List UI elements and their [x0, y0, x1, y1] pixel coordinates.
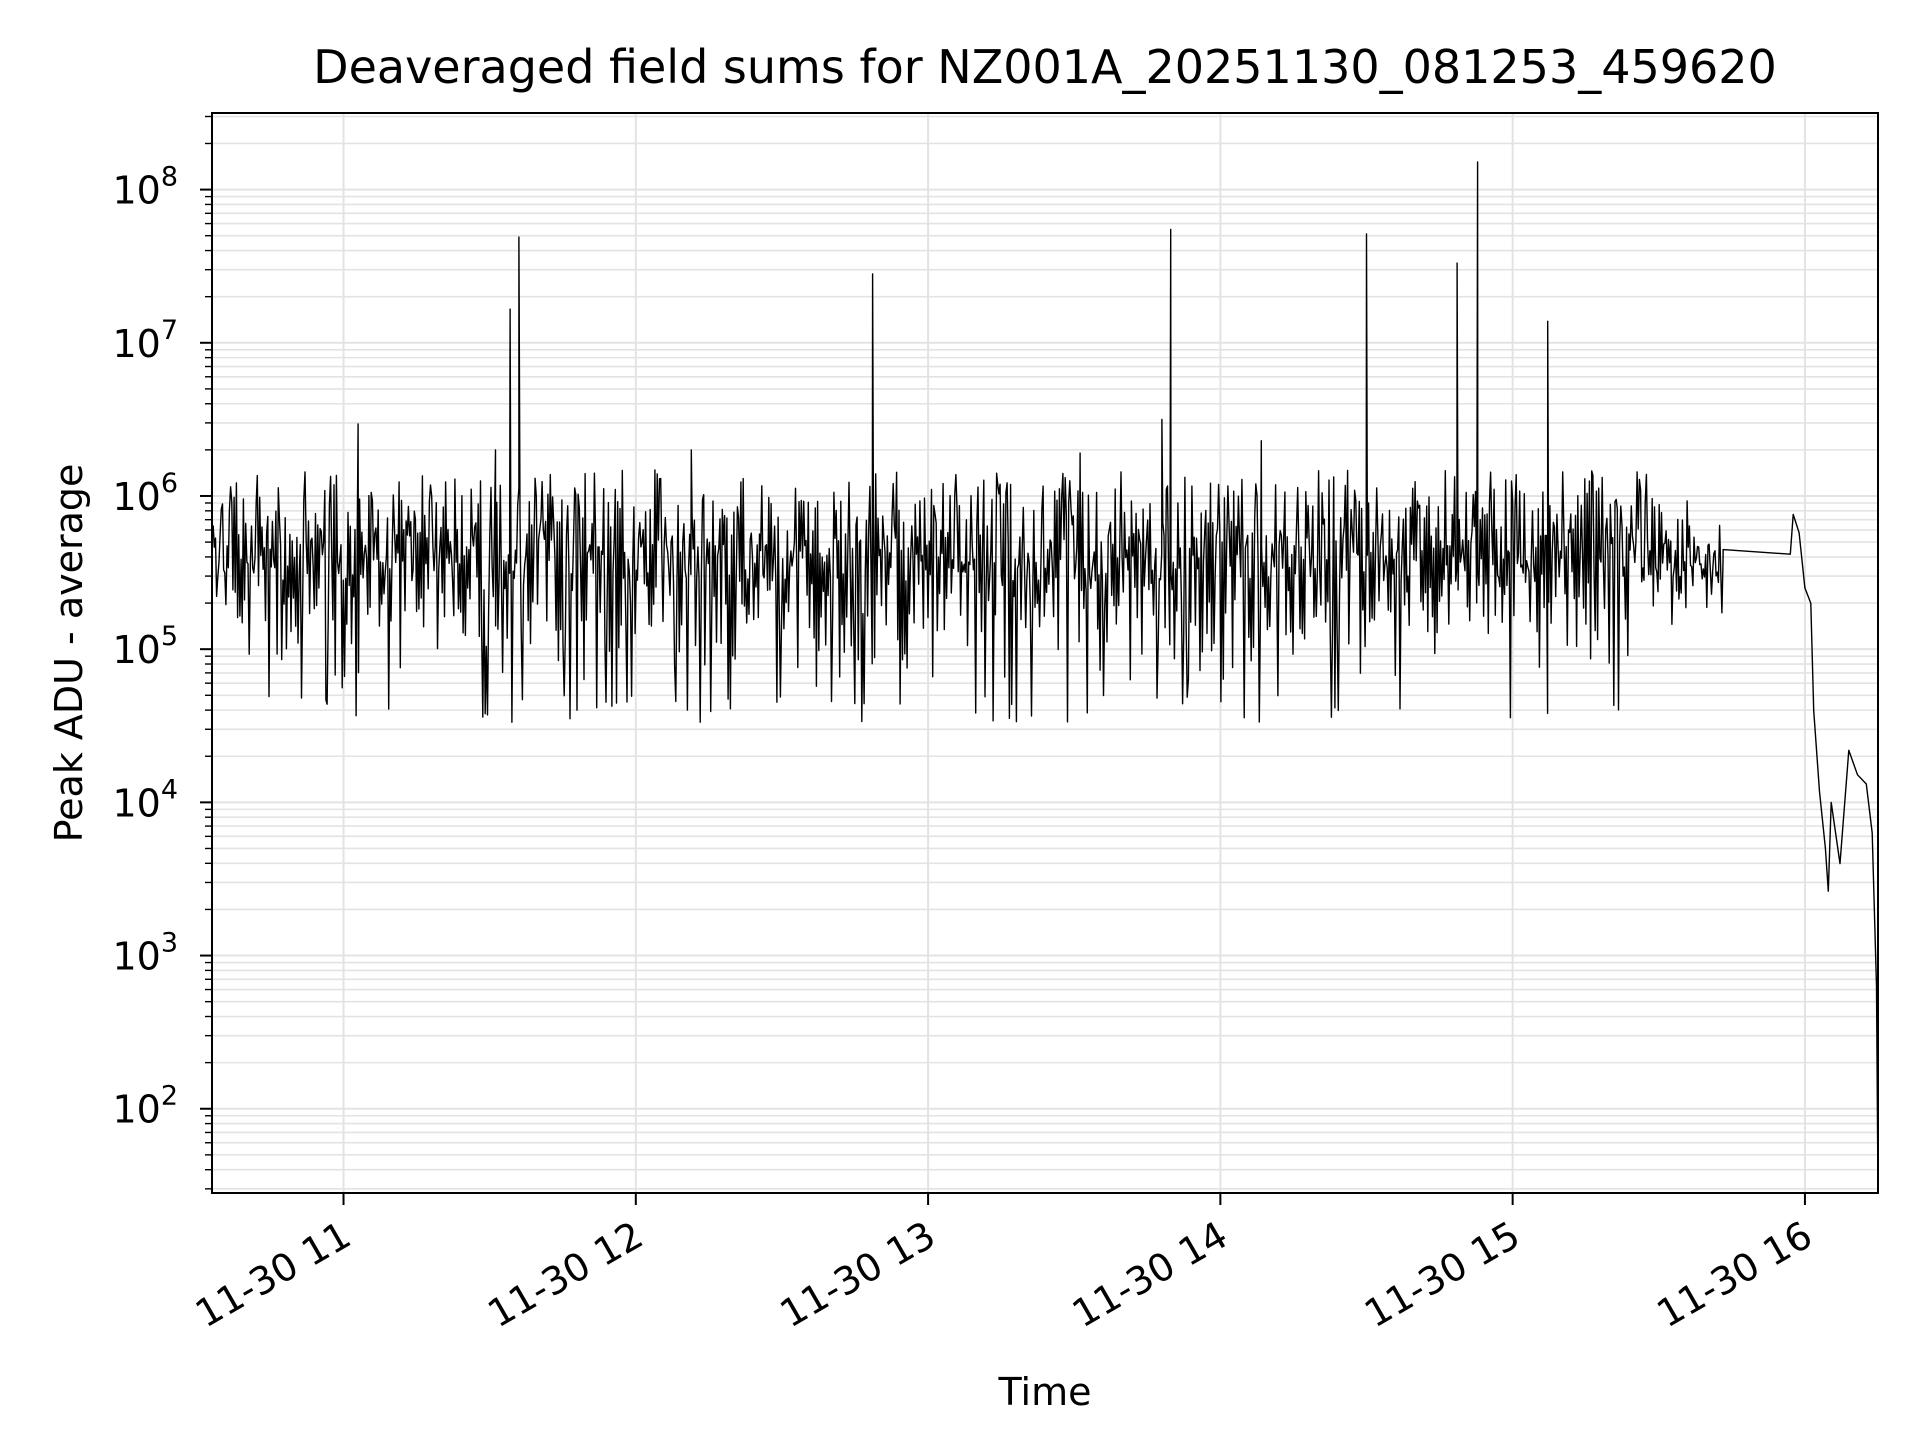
y-tick-label: 108 — [112, 162, 178, 213]
y-axis-label: Peak ADU - average — [47, 464, 91, 843]
y-tick-label: 102 — [112, 1081, 178, 1132]
y-tick-label-exponent: 3 — [161, 928, 178, 959]
y-tick-label-base: 10 — [112, 781, 160, 825]
y-tick-label: 103 — [112, 928, 178, 979]
y-tick-label-base: 10 — [112, 1088, 160, 1132]
y-tick-label-exponent: 2 — [161, 1081, 178, 1112]
y-tick-label: 104 — [112, 774, 178, 825]
y-tick-label-exponent: 4 — [161, 774, 178, 805]
y-tick-label-base: 10 — [112, 935, 160, 979]
data-layer — [211, 161, 1879, 1194]
y-tick-label-exponent: 7 — [161, 315, 178, 346]
y-tick-label: 106 — [112, 468, 178, 519]
y-tick-label-exponent: 8 — [161, 162, 178, 193]
plot-frame — [211, 112, 1879, 1194]
series-line — [211, 161, 1879, 1194]
y-tick-label-exponent: 5 — [161, 621, 178, 652]
y-tick-label: 105 — [112, 621, 178, 672]
y-tick-label-base: 10 — [112, 169, 160, 213]
x-axis-label: Time — [998, 1370, 1092, 1414]
y-tick-label-base: 10 — [112, 322, 160, 366]
y-tick-label-exponent: 6 — [161, 468, 178, 499]
y-tick-label: 107 — [112, 315, 178, 366]
y-tick-label-base: 10 — [112, 475, 160, 519]
y-tick-label-base: 10 — [112, 628, 160, 672]
chart-title: Deaveraged field sums for NZ001A_2025113… — [313, 40, 1777, 94]
